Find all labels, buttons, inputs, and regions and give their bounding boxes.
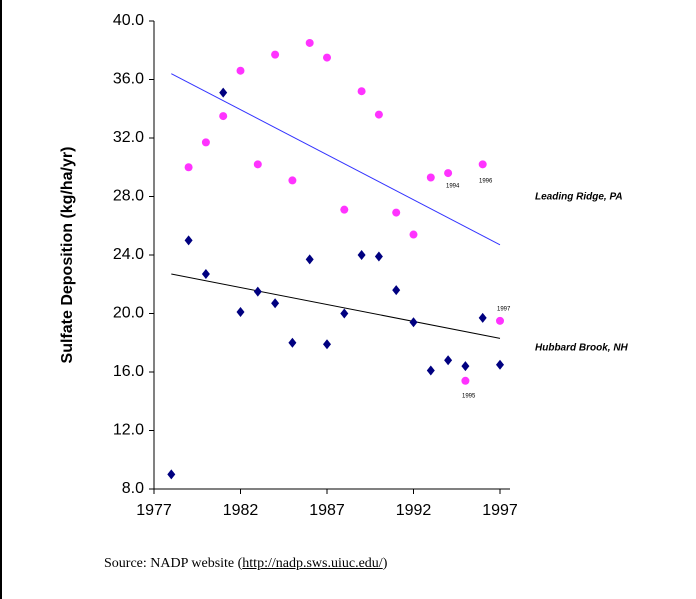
point [409, 230, 418, 239]
y-tick-label: 36.0 [113, 71, 144, 88]
point [426, 173, 435, 182]
x-tick-label: 1987 [309, 502, 345, 519]
point [461, 361, 470, 372]
point [444, 169, 453, 178]
x-tick-label: 1997 [482, 502, 518, 519]
y-tick-label: 40.0 [113, 12, 144, 29]
source-link[interactable]: http://nadp.sws.uiuc.edu/ [242, 556, 383, 571]
point-annotation: 1994 [446, 184, 460, 190]
point [496, 359, 504, 370]
point [184, 163, 193, 172]
point [288, 176, 297, 185]
point [323, 53, 331, 62]
point [374, 110, 383, 119]
source-prefix: Source: NADP website ( [104, 556, 243, 571]
point [461, 376, 470, 385]
y-tick-label: 12.0 [113, 422, 144, 439]
point [323, 339, 331, 350]
point [253, 160, 262, 169]
point [305, 254, 314, 265]
trend-line [171, 273, 501, 339]
point [340, 308, 349, 319]
point [219, 112, 228, 121]
point-annotation: 1995 [462, 394, 476, 400]
x-tick-label: 1992 [396, 502, 432, 519]
y-tick-label: 16.0 [113, 363, 144, 380]
source-note: Source: NADP website (http://nadp.sws.ui… [104, 556, 387, 572]
point-annotation: 1997 [497, 307, 511, 313]
point [236, 66, 245, 75]
point [236, 307, 245, 318]
series-label: Leading Ridge, PA [535, 192, 623, 203]
source-suffix: ) [382, 556, 388, 571]
point [201, 269, 210, 280]
point [305, 38, 314, 47]
trend-line [171, 73, 501, 246]
y-tick-label: 28.0 [113, 188, 144, 205]
point [392, 208, 401, 217]
point [288, 337, 297, 348]
point [426, 365, 435, 376]
point [219, 87, 228, 98]
point [167, 469, 176, 480]
point [253, 286, 262, 297]
point [357, 250, 366, 260]
point [478, 312, 487, 323]
y-tick-label: 32.0 [113, 129, 144, 146]
point [392, 285, 401, 296]
point [444, 355, 453, 366]
x-tick-label: 1982 [223, 502, 259, 519]
y-tick-label: 8.0 [122, 480, 144, 497]
point [357, 87, 366, 96]
point [374, 251, 383, 262]
point [496, 316, 504, 325]
series-label: Hubbard Brook, NH [535, 343, 629, 354]
point [409, 317, 418, 328]
point [184, 235, 193, 246]
y-tick-label: 24.0 [113, 246, 144, 263]
point [271, 298, 280, 309]
y-axis-label: Sulfate Deposition (kg/ha/yr) [59, 147, 76, 364]
point-annotation: 1996 [479, 179, 493, 185]
point [340, 205, 349, 214]
point [271, 50, 280, 59]
point [478, 160, 487, 169]
point [201, 138, 210, 147]
y-tick-label: 20.0 [113, 305, 144, 322]
x-tick-label: 1977 [136, 502, 172, 519]
